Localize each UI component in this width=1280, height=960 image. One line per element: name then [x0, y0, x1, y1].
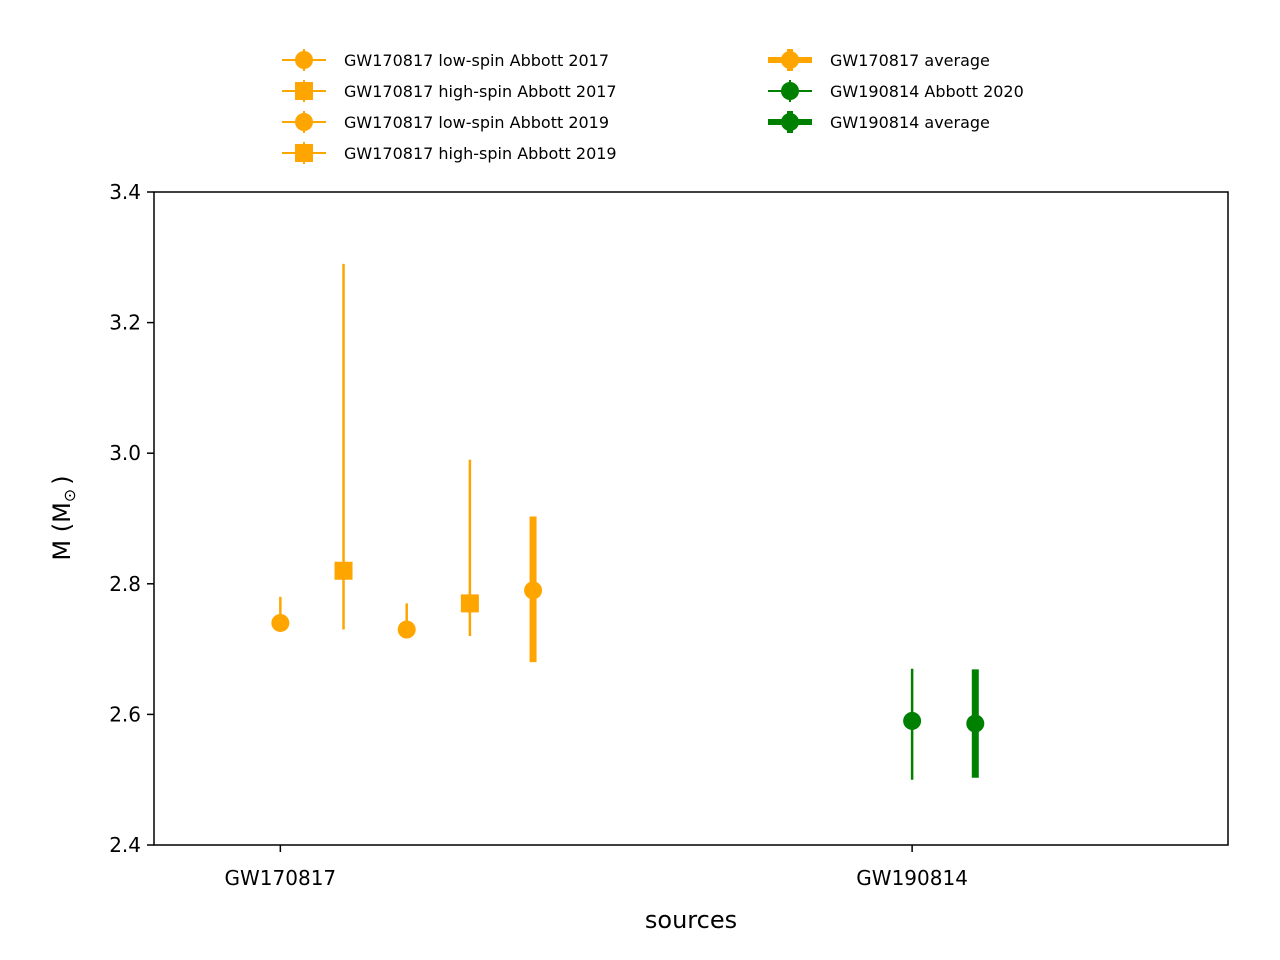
y-axis-label-sub: ⊙ [60, 489, 79, 502]
data-point-4 [524, 516, 543, 663]
legend-entry-3: GW170817 high-spin Abbott 2019 [282, 142, 617, 164]
legend-marker [295, 51, 313, 69]
x-tick-label: GW190814 [856, 866, 968, 890]
data-point-1 [334, 263, 353, 630]
data-point-marker [460, 594, 479, 613]
x-axis-label: sources [645, 906, 737, 934]
x-tick-label: GW170817 [225, 866, 337, 890]
legend-marker [781, 51, 799, 69]
y-tick-label: 2.8 [109, 572, 141, 596]
legend-label: GW170817 low-spin Abbott 2019 [344, 113, 609, 132]
data-point-5 [903, 668, 922, 780]
legend-label: GW170817 low-spin Abbott 2017 [344, 51, 609, 70]
legend-entry-1: GW170817 high-spin Abbott 2017 [282, 80, 617, 102]
legend-entry-2: GW170817 low-spin Abbott 2019 [282, 111, 609, 133]
legend-label: GW190814 average [830, 113, 990, 132]
y-axis-label-main: M (M [48, 502, 76, 560]
y-tick-label: 2.4 [109, 833, 141, 857]
legend-label: GW170817 high-spin Abbott 2019 [344, 144, 617, 163]
y-tick-label: 3.0 [109, 441, 141, 465]
y-tick-label: 3.2 [109, 311, 141, 335]
y-tick-label: 2.6 [109, 702, 141, 726]
data-point-3 [460, 459, 479, 637]
y-tick-label: 3.4 [109, 180, 141, 204]
y-axis: 2.4 2.6 2.8 3.0 3.2 3.4 [109, 180, 154, 857]
data-point-marker [397, 620, 416, 639]
data-point-0 [271, 596, 290, 632]
legend-marker [295, 144, 313, 162]
data-point-marker [271, 613, 290, 632]
plot-marks [271, 263, 985, 780]
legend-entry-0: GW170817 low-spin Abbott 2017 [282, 49, 609, 71]
data-point-6 [966, 669, 985, 778]
legend-marker [781, 113, 799, 131]
y-axis-label-close: ) [48, 475, 76, 484]
plot-frame [153, 191, 1229, 846]
legend-label: GW170817 average [830, 51, 990, 70]
data-point-marker [334, 561, 353, 580]
legend-label: GW170817 high-spin Abbott 2017 [344, 82, 617, 101]
legend-entry-4: GW170817 average [768, 49, 990, 71]
legend-entry-6: GW190814 average [768, 111, 990, 133]
data-point-marker [524, 581, 543, 600]
data-point-2 [397, 603, 416, 639]
legend-entry-5: GW190814 Abbott 2020 [768, 80, 1024, 102]
legend-marker [781, 82, 799, 100]
legend: GW170817 low-spin Abbott 2017 GW170817 hi… [282, 49, 1024, 164]
data-point-marker [966, 714, 985, 733]
legend-label: GW190814 Abbott 2020 [830, 82, 1024, 101]
y-axis-label: M (M⊙) [48, 475, 79, 560]
data-point-marker [903, 711, 922, 730]
legend-marker [295, 113, 313, 131]
legend-marker [295, 82, 313, 100]
x-axis: GW170817 GW190814 [225, 845, 968, 890]
